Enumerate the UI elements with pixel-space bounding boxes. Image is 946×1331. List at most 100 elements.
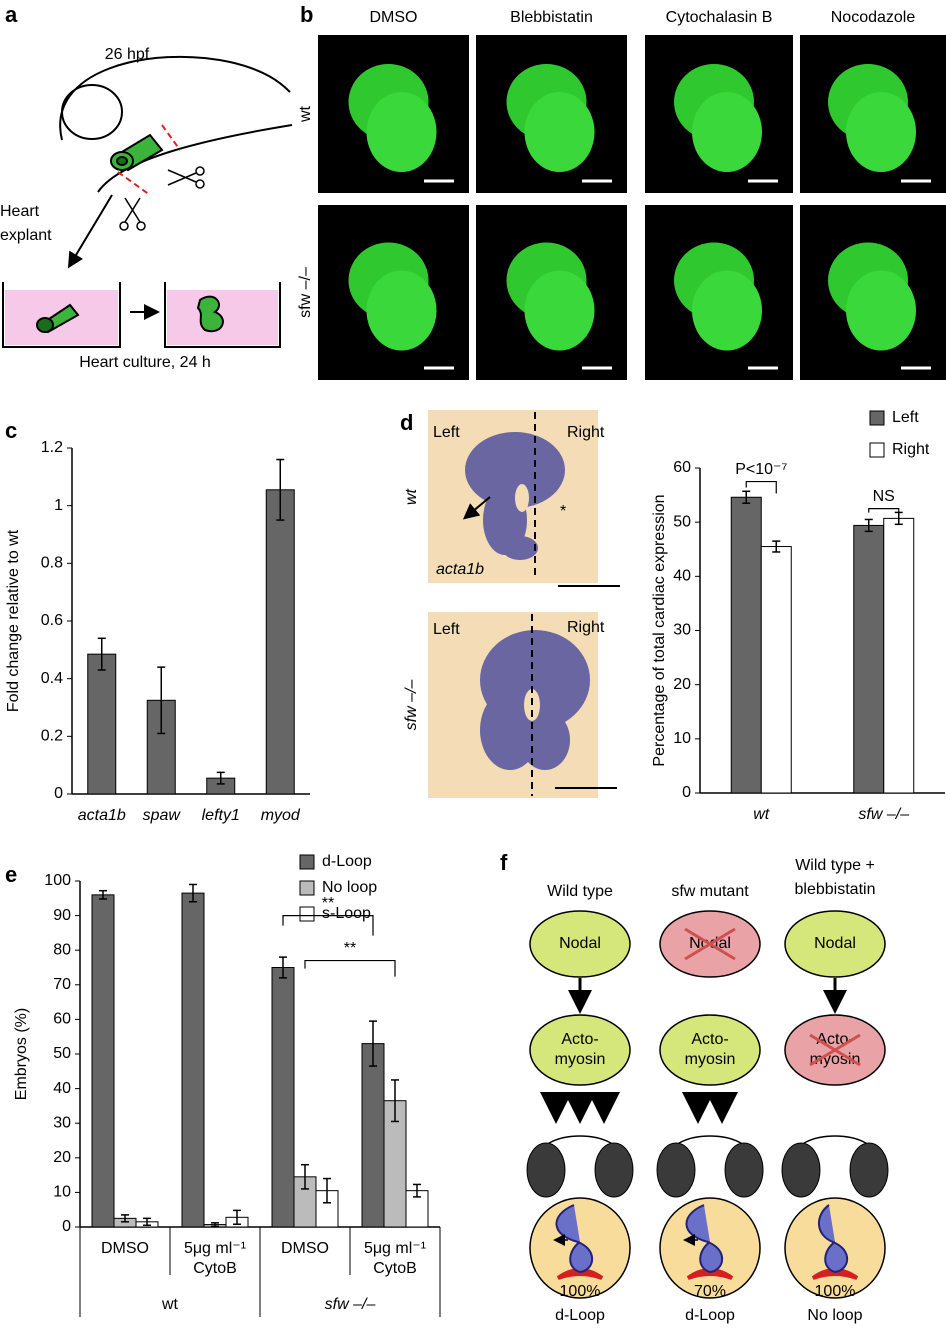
x-tick-label: 5μg ml⁻¹ bbox=[364, 1240, 426, 1257]
error-bar bbox=[279, 956, 287, 979]
significance-bracket bbox=[282, 915, 374, 936]
effector-label: myosin bbox=[685, 1051, 736, 1068]
heart-tube bbox=[818, 1204, 849, 1274]
bar bbox=[91, 894, 115, 1228]
bar bbox=[361, 1043, 385, 1228]
side-label: Right bbox=[567, 424, 605, 441]
effector-node bbox=[659, 1014, 761, 1086]
explant-label: Heart bbox=[0, 203, 40, 220]
y-tick-label: 20 bbox=[53, 1149, 71, 1166]
significance-bracket bbox=[868, 508, 900, 517]
y-tick-label: 100 bbox=[44, 872, 71, 889]
legend-swatch bbox=[869, 442, 885, 458]
y-tick-label: 80 bbox=[53, 941, 71, 958]
effector-label: myosin bbox=[810, 1051, 861, 1068]
effector-label: Acto- bbox=[691, 1031, 728, 1048]
culture-label: Heart culture, 24 h bbox=[79, 354, 211, 371]
y-tick-label: 90 bbox=[53, 907, 71, 924]
panel-label: d bbox=[400, 410, 413, 435]
y-tick-label: 50 bbox=[53, 1045, 71, 1062]
bar bbox=[760, 546, 792, 794]
legend-label: Right bbox=[892, 441, 930, 458]
stage-label: 26 hpf bbox=[105, 46, 150, 63]
y-tick-label: 0 bbox=[54, 785, 63, 802]
x-tick-label: sfw –/– bbox=[858, 806, 909, 823]
y-tick-label: 20 bbox=[673, 676, 691, 693]
significance-bracket bbox=[304, 959, 396, 977]
y-axis-label: Fold change relative to wt bbox=[5, 529, 22, 712]
row-label: wt bbox=[403, 488, 420, 505]
embryo-diagram bbox=[2, 55, 293, 348]
x-tick-label: wt bbox=[753, 806, 770, 823]
error-bar bbox=[276, 458, 285, 521]
signal-node bbox=[784, 910, 886, 978]
group-label: wt bbox=[161, 1296, 179, 1313]
heart-tube bbox=[685, 1204, 724, 1274]
error-bar bbox=[143, 1217, 151, 1227]
ear bbox=[656, 1142, 696, 1198]
y-tick-label: 60 bbox=[53, 1011, 71, 1028]
error-bar bbox=[413, 1183, 421, 1198]
x-tick-label: DMSO bbox=[281, 1240, 329, 1257]
legend-swatch bbox=[869, 410, 885, 426]
signal-label: Nodal bbox=[559, 935, 601, 952]
heart-image bbox=[692, 92, 762, 172]
legend-label: s-Loop bbox=[322, 905, 371, 922]
significance-label: ** bbox=[322, 895, 334, 912]
column-label: Blebbistatin bbox=[510, 9, 593, 26]
x-tick-label: DMSO bbox=[101, 1240, 149, 1257]
x-tick-label: CytoB bbox=[193, 1260, 237, 1277]
bar bbox=[265, 489, 295, 795]
heart-image bbox=[524, 92, 595, 172]
row-label: sfw –/– bbox=[297, 267, 314, 318]
ear bbox=[594, 1142, 634, 1198]
x-tick-label: myod bbox=[261, 807, 301, 824]
effector-label: Acto- bbox=[816, 1031, 853, 1048]
y-tick-label: 40 bbox=[673, 568, 691, 585]
heart-tube bbox=[555, 1204, 594, 1274]
x-tick-label: acta1b bbox=[78, 807, 126, 824]
significance-label: P<10⁻⁷ bbox=[735, 461, 787, 478]
side-label: Left bbox=[433, 621, 460, 638]
y-tick-label: 0.4 bbox=[41, 670, 63, 687]
column-title: sfw mutant bbox=[671, 883, 749, 900]
ear bbox=[724, 1142, 764, 1198]
outcome-label: d-Loop bbox=[685, 1307, 735, 1324]
error-bar bbox=[772, 540, 781, 553]
bar bbox=[883, 517, 915, 794]
y-tick-label: 60 bbox=[673, 459, 691, 476]
y-tick-label: 30 bbox=[53, 1114, 71, 1131]
y-tick-label: 30 bbox=[673, 622, 691, 639]
outcome-label: No loop bbox=[807, 1307, 862, 1324]
ear bbox=[849, 1142, 889, 1198]
ear bbox=[781, 1142, 821, 1198]
x-tick-label: lefty1 bbox=[202, 807, 240, 824]
error-bar bbox=[99, 889, 107, 900]
y-axis-label: Percentage of total cardiac expression bbox=[651, 494, 668, 766]
effector-label: Acto- bbox=[561, 1031, 598, 1048]
error-bar bbox=[97, 637, 106, 671]
outcome-label: 100% bbox=[560, 1283, 601, 1300]
legend-swatch bbox=[299, 854, 315, 870]
outcome-label: 70% bbox=[694, 1283, 726, 1300]
legend-swatch bbox=[299, 880, 315, 896]
row-label: sfw –/– bbox=[403, 680, 420, 731]
y-tick-label: 70 bbox=[53, 976, 71, 993]
y-tick-label: 1 bbox=[54, 497, 63, 514]
side-label: Right bbox=[567, 619, 605, 636]
panel-label: a bbox=[5, 2, 18, 27]
y-axis-label: Embryos (%) bbox=[13, 1008, 30, 1100]
x-tick-label: spaw bbox=[143, 807, 182, 824]
error-bar bbox=[742, 490, 751, 504]
bar bbox=[730, 496, 762, 794]
heart-base bbox=[811, 1268, 859, 1280]
column-label: Nocodazole bbox=[831, 9, 916, 26]
error-bar bbox=[233, 1209, 241, 1225]
bar bbox=[181, 892, 205, 1228]
ear bbox=[526, 1142, 566, 1198]
column-label: Cytochalasin B bbox=[666, 9, 773, 26]
legend-label: No loop bbox=[322, 879, 377, 896]
side-label: Left bbox=[433, 424, 460, 441]
error-bar bbox=[189, 883, 197, 903]
